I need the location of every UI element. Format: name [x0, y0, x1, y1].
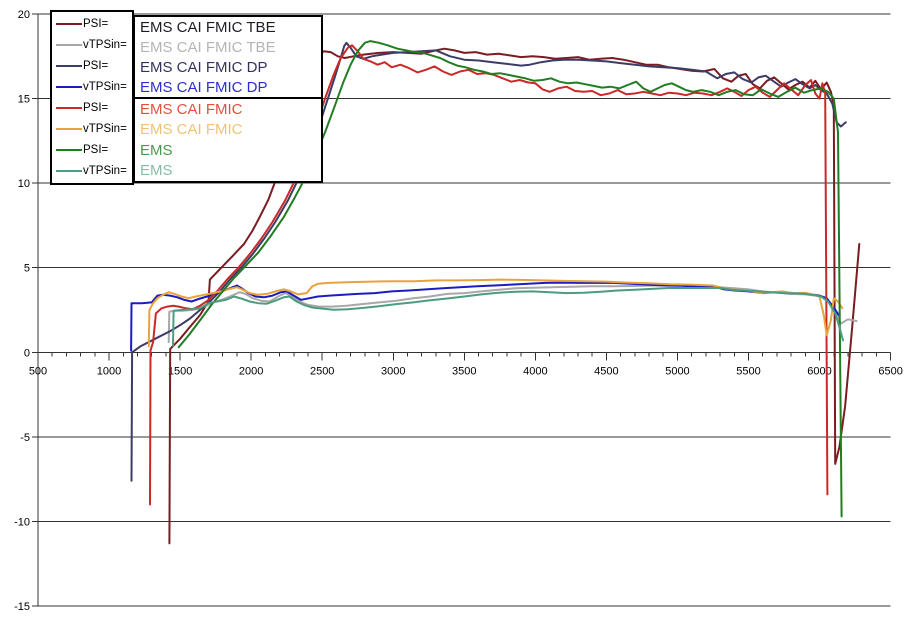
legend-row: vTPSin=: [56, 39, 132, 51]
series-line-psi-ems-cai-fmic: [149, 44, 829, 506]
x-axis-label: 500: [29, 365, 47, 377]
legend-names-box: EMS CAI FMIC TBE EMS CAI FMIC TBE EMS CA…: [133, 15, 323, 183]
legend-row: vTPSin=: [56, 165, 132, 177]
y-axis-label: -15: [14, 601, 30, 613]
legend-key-label: PSI=: [83, 18, 109, 31]
x-axis-label: 6500: [878, 365, 902, 377]
legend-row: PSI=: [56, 102, 132, 114]
legend-names-group-2: EMS CAI FMIC EMS CAI FMIC EMS EMS: [135, 99, 321, 181]
legend-row: PSI=: [56, 144, 132, 156]
x-axis-label: 2000: [239, 365, 263, 377]
series-name-label: EMS CAI FMIC DP: [140, 78, 268, 96]
x-axis-label: 6000: [807, 365, 831, 377]
legend-line-swatch: [56, 106, 82, 109]
legend-key-label: vTPSin=: [83, 164, 127, 177]
series-line-vtps-ems-cai-fmic-tbe: [167, 284, 858, 344]
series-line-vtps-ems: [172, 287, 844, 347]
series-name-label: EMS CAI FMIC TBE: [140, 18, 276, 36]
x-axis-label: 4500: [594, 365, 618, 377]
legend-row: PSI=: [56, 60, 132, 72]
legend-line-swatch: [56, 86, 82, 89]
legend-line-swatch: [56, 127, 82, 130]
series-name-label: EMS CAI FMIC TBE: [140, 38, 276, 56]
x-axis-label: 3000: [381, 365, 405, 377]
legend-key-label: vTPSin=: [83, 39, 127, 52]
series-name-label: EMS CAI FMIC: [140, 121, 243, 139]
legend-key-box: PSI= vTPSin= PSI= vTPSin= PSI= vTPSin= P…: [50, 10, 134, 185]
series-line-psi-ems-cai-fmic-dp: [130, 41, 847, 482]
x-axis-label: 5000: [665, 365, 689, 377]
y-axis-label: 15: [18, 94, 30, 106]
legend-key-label: vTPSin=: [83, 81, 127, 94]
series-name-label: EMS CAI FMIC DP: [140, 58, 268, 76]
y-axis-label: 10: [18, 178, 30, 190]
legend-key-label: PSI=: [83, 60, 109, 73]
legend-row: vTPSin=: [56, 81, 132, 93]
y-axis-label: 0: [24, 347, 30, 359]
series-name-label: EMS: [140, 162, 173, 180]
legend-line-swatch: [56, 65, 82, 68]
legend-line-swatch: [56, 44, 82, 47]
series-line-psi-ems: [177, 40, 843, 518]
legend-line-swatch: [56, 169, 82, 172]
y-axis-label: 20: [18, 9, 30, 21]
x-axis-label: 3500: [452, 365, 476, 377]
y-axis-label: -10: [14, 516, 30, 528]
legend-names-group-1: EMS CAI FMIC TBE EMS CAI FMIC TBE EMS CA…: [135, 17, 321, 99]
legend-row: vTPSin=: [56, 123, 132, 135]
x-axis-label: 5500: [736, 365, 760, 377]
y-axis-label: -5: [20, 432, 30, 444]
x-axis-label: 1000: [97, 365, 121, 377]
x-axis-label: 4000: [523, 365, 547, 377]
legend-line-swatch: [56, 23, 82, 26]
legend-key-label: vTPSin=: [83, 122, 127, 135]
legend-line-swatch: [56, 148, 82, 151]
x-axis-label: 1500: [168, 365, 192, 377]
x-axis-label: 2500: [310, 365, 334, 377]
series-name-label: EMS CAI FMIC: [140, 100, 243, 118]
legend-key-label: PSI=: [83, 101, 109, 114]
series-line-vtps-ems-cai-fmic: [147, 278, 844, 348]
legend-row: PSI=: [56, 18, 132, 30]
legend-key-label: PSI=: [83, 143, 109, 156]
y-axis-label: 5: [24, 263, 30, 275]
series-name-label: EMS: [140, 141, 173, 159]
